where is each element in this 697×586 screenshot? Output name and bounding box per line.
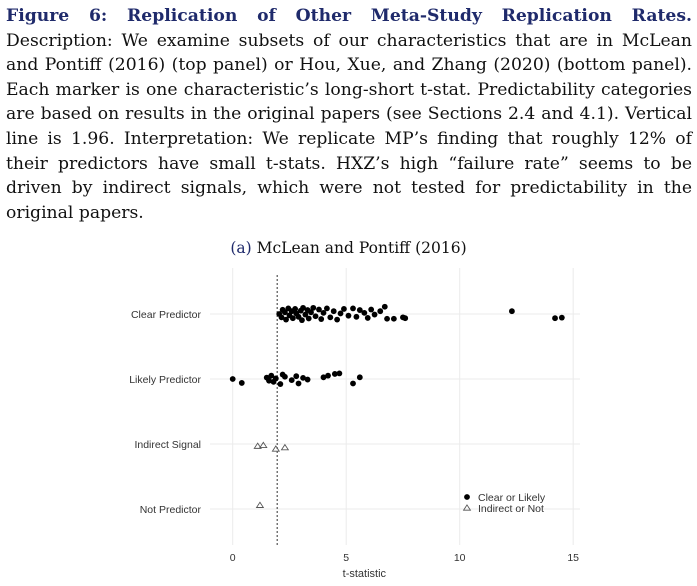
data-point-circle: [282, 309, 288, 316]
data-point-circle: [509, 308, 515, 315]
data-point-circle: [293, 373, 300, 380]
data-point-circle: [292, 306, 299, 312]
data-point-circle: [312, 313, 319, 320]
data-point-circle: [337, 310, 344, 317]
data-point-circle: [390, 315, 397, 322]
legend-label: Clear or Likely: [478, 492, 546, 504]
data-point-circle: [356, 374, 363, 381]
caption-body: Description: We examine subsets of our c…: [6, 30, 692, 223]
data-point-circle: [310, 304, 317, 311]
data-point-circle: [320, 374, 327, 381]
category-label: Not Predictor: [140, 504, 202, 516]
data-point-circle: [330, 308, 337, 315]
data-point-circle: [229, 376, 236, 382]
data-point-circle: [552, 315, 558, 322]
legend-marker-circle: [464, 494, 470, 500]
data-point-circle: [277, 381, 284, 387]
data-point-circle: [350, 305, 356, 312]
data-point-triangle: [271, 445, 281, 452]
data-point-circle: [350, 380, 356, 387]
x-tick-label: 10: [454, 552, 466, 564]
figure-label: Figure 6: Replication of Other Meta-Stud…: [6, 6, 692, 26]
data-point-circle: [304, 376, 311, 383]
data-point-circle: [295, 380, 302, 387]
data-point-triangle: [280, 443, 290, 451]
data-point-circle: [368, 306, 375, 313]
grid-lines: [210, 268, 580, 545]
data-point-circle: [324, 305, 330, 312]
data-point-circle: [384, 315, 390, 322]
data-point-circle: [278, 314, 285, 321]
data-point-circle: [371, 311, 378, 318]
data-point-circle: [334, 316, 341, 323]
data-point-circle: [364, 315, 371, 321]
panel-title-text: McLean and Pontiff (2016): [256, 239, 467, 257]
panel-title: (a) McLean and Pontiff (2016): [0, 239, 697, 257]
data-point-triangle: [255, 501, 265, 508]
data-points: [229, 303, 565, 508]
data-point-circle: [353, 313, 360, 320]
panel-letter: (a): [230, 239, 252, 257]
data-point-circle: [361, 309, 368, 316]
data-point-circle: [288, 377, 295, 384]
data-point-circle: [331, 371, 338, 377]
data-point-circle: [272, 375, 279, 382]
data-point-triangle: [259, 441, 268, 448]
category-label: Likely Predictor: [129, 374, 201, 386]
data-point-circle: [381, 303, 388, 310]
data-point-circle: [289, 315, 296, 322]
data-point-circle: [300, 374, 306, 381]
data-point-circle: [302, 311, 309, 318]
data-point-circle: [299, 317, 305, 324]
x-tick-labels: 0 5 10 15: [230, 552, 579, 564]
legend-marker-triangle: [462, 504, 472, 511]
data-point-triangle: [253, 442, 262, 449]
data-point-circle: [402, 315, 409, 322]
data-point-circle: [325, 372, 331, 379]
data-point-circle: [300, 304, 306, 311]
x-tick-label: 15: [567, 552, 579, 564]
data-point-circle: [377, 308, 384, 315]
data-point-circle: [305, 315, 312, 322]
data-point-circle: [327, 314, 334, 321]
data-point-circle: [283, 316, 289, 323]
data-point-circle: [356, 307, 363, 313]
category-labels: Clear Predictor Likely Predictor Indirect …: [129, 309, 201, 516]
x-tick-label: 0: [230, 552, 236, 564]
data-point-circle: [318, 316, 325, 322]
data-point-circle: [266, 377, 272, 384]
category-label: Indirect Signal: [134, 439, 201, 451]
data-point-circle: [336, 370, 343, 377]
x-axis-title: t-statistic: [343, 568, 387, 580]
data-point-circle: [345, 312, 352, 319]
x-tick-label: 5: [343, 552, 349, 564]
figure-caption: Figure 6: Replication of Other Meta-Stud…: [6, 4, 692, 225]
data-point-circle: [558, 314, 565, 321]
data-point-circle: [316, 306, 322, 313]
data-point-circle: [308, 309, 314, 316]
legend-label: Indirect or Not: [478, 503, 544, 515]
data-point-circle: [341, 306, 347, 312]
data-point-circle: [282, 373, 288, 380]
data-point-circle: [238, 380, 245, 386]
category-label: Clear Predictor: [131, 309, 202, 321]
data-point-circle: [268, 372, 275, 379]
data-point-circle: [320, 309, 327, 316]
